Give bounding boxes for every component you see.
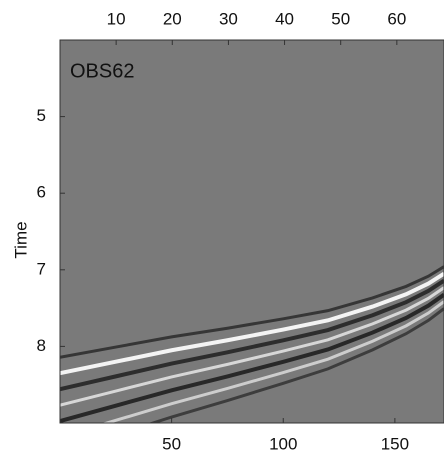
y-axis-label: Time: [11, 221, 30, 258]
x2-tick-label: 60: [387, 9, 406, 28]
x-tick-label: 50: [162, 434, 181, 453]
wavelet-band: [148, 307, 444, 423]
y-tick-label: 8: [37, 336, 46, 355]
x2-tick-label: 30: [219, 9, 238, 28]
x-tick-label: 100: [269, 434, 297, 453]
y-tick-label: 5: [37, 106, 46, 125]
x2-tick-label: 20: [163, 9, 182, 28]
plot-background: [60, 40, 444, 423]
y-tick-label: 6: [37, 183, 46, 202]
x2-tick-label: 40: [275, 9, 294, 28]
annotation: OBS62: [70, 60, 134, 82]
y-tick-label: 7: [37, 259, 46, 278]
x-tick-label: 150: [381, 434, 409, 453]
plot-frame: [59, 39, 444, 424]
wavefield: [60, 265, 444, 423]
arrival-curve: [60, 271, 444, 376]
wavelet-band: [101, 300, 444, 423]
wavelet-band: [60, 278, 444, 392]
wavelet-band: [60, 292, 444, 423]
wavelet-band: [60, 265, 444, 359]
x2-tick-label: 50: [331, 9, 350, 28]
wavelet-band: [60, 286, 444, 407]
x2-tick-label: 10: [107, 9, 126, 28]
